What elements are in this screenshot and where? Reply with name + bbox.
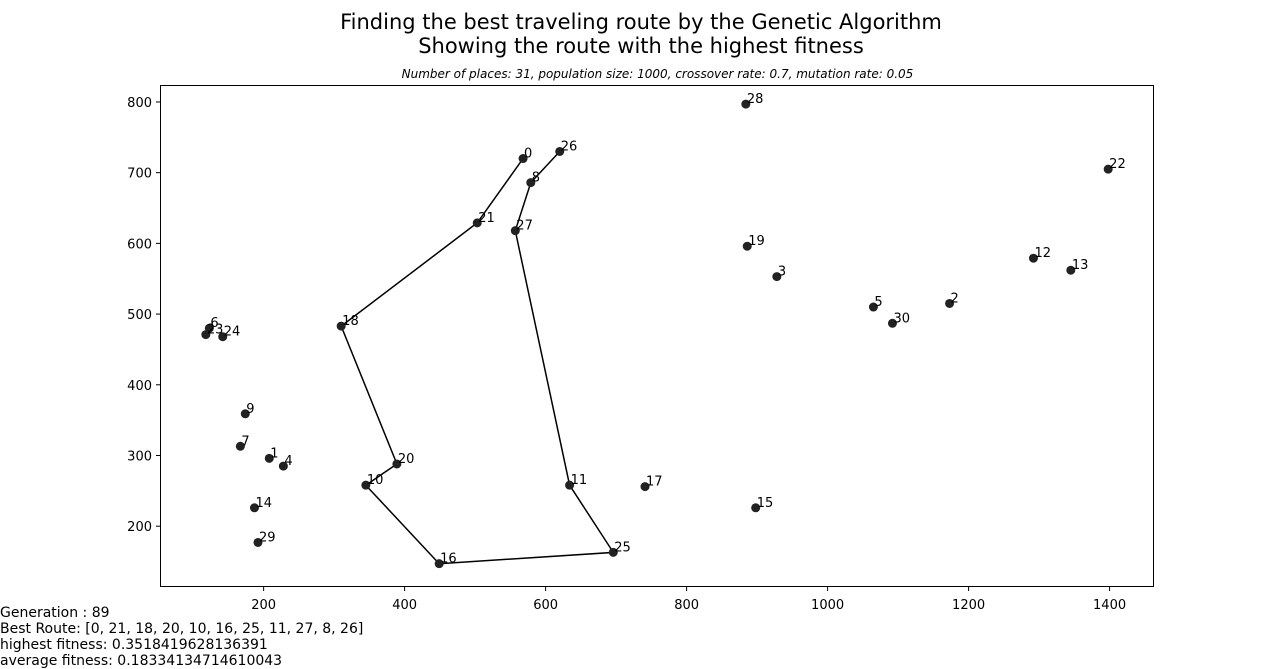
axis-ticks: 200 400 600 800 1000 1200 14002003004005006007… [127, 96, 1126, 613]
place-label: 20 [398, 452, 415, 467]
x-tick-label: 1200 [952, 598, 985, 613]
chart-subtitle: Number of places: 31, population size: 1… [401, 67, 914, 81]
place-marker [565, 480, 575, 490]
place-marker [640, 482, 650, 492]
place-label: 1 [270, 446, 278, 461]
place-label: 7 [241, 434, 249, 449]
place-label: 2 [951, 291, 959, 306]
place-label: 19 [748, 234, 765, 249]
x-tick-label: 400 [392, 598, 417, 613]
place-label: 18 [342, 314, 359, 329]
x-tick-label: 800 [674, 598, 699, 613]
best-route-text: Best Route: [0, 21, 18, 20, 10, 16, 25, … [0, 621, 364, 637]
place-label: 26 [561, 139, 578, 154]
place-marker [1066, 265, 1076, 275]
place-label: 24 [224, 325, 241, 340]
place-marker [1028, 253, 1038, 263]
place-marker [434, 559, 444, 569]
place-marker [526, 178, 536, 188]
place-label: 13 [1072, 258, 1089, 273]
plot-frame [160, 85, 1154, 587]
place-label: 15 [757, 496, 774, 511]
place-marker [608, 547, 618, 557]
place-marker [235, 441, 245, 451]
place-marker [510, 226, 520, 236]
place-marker [201, 330, 211, 340]
place-label: 3 [778, 265, 786, 280]
place-label: 10 [367, 473, 384, 488]
place-marker [249, 503, 259, 513]
place-marker [742, 241, 752, 251]
x-tick-label: 600 [533, 598, 558, 613]
place-label: 25 [614, 540, 631, 555]
place-marker [772, 272, 782, 282]
y-tick-label: 700 [127, 167, 152, 182]
place-label: 16 [440, 552, 457, 567]
place-marker [361, 480, 371, 490]
y-tick-label: 200 [127, 520, 152, 535]
place-label: 0 [524, 147, 532, 162]
highest-fitness-text: highest fitness: 0.3518419628136391 [0, 637, 268, 653]
place-label: 27 [516, 219, 533, 234]
place-marker [1103, 164, 1113, 174]
x-tick-label: 1400 [1093, 598, 1126, 613]
place-label: 17 [646, 475, 663, 490]
place-marker [253, 537, 263, 547]
place-marker [278, 461, 288, 471]
place-label: 30 [893, 311, 910, 326]
x-tick-label: 1000 [811, 598, 844, 613]
place-label: 21 [478, 211, 495, 226]
place-label: 23 [207, 323, 224, 338]
place-marker [336, 321, 346, 331]
place-marker [240, 409, 250, 419]
y-tick-label: 800 [127, 96, 152, 111]
place-label: 28 [747, 92, 764, 107]
place-marker [264, 453, 274, 463]
place-marker [392, 459, 402, 469]
place-label: 4 [284, 454, 292, 469]
y-tick-label: 500 [127, 308, 152, 323]
place-marker [555, 146, 565, 156]
place-label: 22 [1109, 157, 1126, 172]
y-tick-label: 600 [127, 237, 152, 252]
place-marker [472, 218, 482, 228]
y-tick-label: 300 [127, 449, 152, 464]
place-label: 11 [571, 473, 588, 488]
place-marker [741, 99, 751, 109]
place-marker [945, 298, 955, 308]
place-label: 14 [255, 496, 272, 511]
place-marker [218, 332, 228, 342]
place-label: 8 [532, 171, 540, 186]
chart-title-line1: Finding the best traveling route by the … [340, 10, 942, 34]
place-label: 6 [210, 316, 218, 331]
place-label: 12 [1034, 246, 1051, 261]
x-tick-label: 200 [251, 598, 276, 613]
y-tick-label: 400 [127, 379, 152, 394]
place-label: 5 [874, 295, 882, 310]
place-label: 9 [246, 402, 254, 417]
average-fitness-text: average fitness: 0.18334134714610043 [0, 653, 283, 669]
place-marker [868, 302, 878, 312]
place-marker [887, 318, 897, 328]
chart-title-line2: Showing the route with the highest fitne… [418, 34, 864, 58]
place-marker [518, 154, 528, 164]
place-marker [751, 503, 761, 513]
place-markers [201, 99, 1113, 569]
place-label: 29 [259, 530, 276, 545]
generation-text: Generation : 89 [0, 605, 110, 621]
